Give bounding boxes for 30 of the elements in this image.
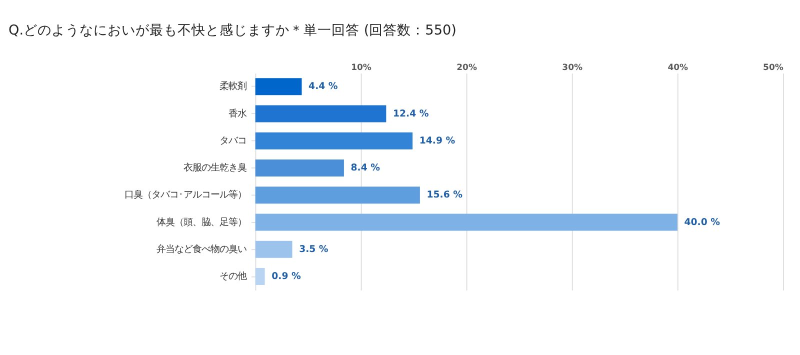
x-tick-label: 10% (351, 63, 372, 74)
y-tick-label: 香水 (228, 108, 246, 120)
y-tick-label: その他 (219, 271, 246, 282)
x-tick-label: 20% (456, 63, 478, 74)
data-label: 12.4 % (392, 108, 430, 120)
x-tick-label: 50% (763, 63, 784, 74)
bar (255, 268, 265, 286)
bar (255, 186, 420, 204)
chart-title: Q.どのようなにおいが最も不快と感じますか＊単一回答 (回答数：550) (8, 22, 456, 39)
x-tick-label: 30% (562, 63, 583, 74)
y-tick-label: タバコ (219, 135, 246, 146)
data-label: 15.6 % (426, 190, 464, 201)
bar (255, 105, 386, 122)
data-label: 3.5 % (299, 244, 329, 255)
bar (255, 214, 678, 231)
y-tick-label: 弁当など食べ物の臭い (156, 244, 246, 255)
y-tick-label: 柔軟剤 (219, 81, 246, 92)
bar (255, 240, 292, 258)
bar (255, 159, 344, 176)
data-label: 8.4 % (350, 162, 381, 174)
bar (255, 132, 413, 150)
y-tick-label: 衣服の生乾き臭 (183, 162, 246, 174)
y-tick-label: 体臭（頭、脇、足等） (156, 216, 246, 228)
data-label: 0.9 % (272, 271, 302, 282)
x-tick-label: 40% (668, 63, 689, 74)
data-label: 14.9 % (419, 135, 456, 146)
bar (255, 78, 302, 96)
y-tick-label: 口臭（タバコ･アルコール等） (124, 190, 246, 201)
data-label: 40.0 % (684, 216, 721, 228)
data-label: 4.4 % (308, 81, 338, 92)
